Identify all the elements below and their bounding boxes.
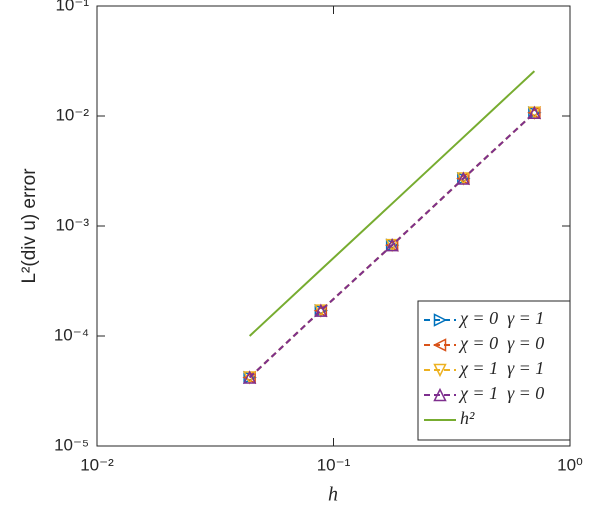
legend-label: χ = 1 γ = 0 [458, 383, 544, 403]
marker [313, 303, 328, 318]
x-tick-label: 10⁻² [80, 455, 114, 474]
x-tick-label: 10⁰ [557, 455, 583, 474]
series-line [248, 112, 536, 379]
y-tick-label: 10⁻⁴ [54, 325, 89, 344]
legend-label: h² [460, 408, 475, 428]
x-axis-label: h [328, 484, 338, 506]
marker [384, 238, 399, 252]
marker [242, 370, 257, 384]
y-tick-label: 10⁻³ [55, 215, 89, 234]
y-tick-label: 10⁻⁵ [54, 435, 89, 454]
legend-marker [433, 313, 448, 327]
y-tick-label: 10⁻² [55, 105, 89, 124]
legend-label: χ = 0 γ = 1 [458, 308, 544, 328]
legend-label: χ = 1 γ = 1 [458, 358, 544, 378]
series-line [248, 70, 536, 337]
x-tick-label: 10⁻¹ [317, 455, 351, 474]
y-tick-label: 10⁻¹ [55, 0, 89, 14]
marker [456, 171, 470, 186]
legend-marker [433, 363, 447, 378]
marker [242, 370, 256, 385]
legend-label: χ = 0 γ = 0 [458, 333, 544, 353]
marker [527, 105, 542, 120]
legend-marker [433, 387, 447, 402]
legend-marker [432, 338, 447, 352]
marker [527, 106, 541, 120]
y-axis-label: L²(div u) error [19, 168, 40, 284]
marker [385, 237, 399, 252]
marker [456, 171, 471, 185]
marker [314, 303, 328, 317]
